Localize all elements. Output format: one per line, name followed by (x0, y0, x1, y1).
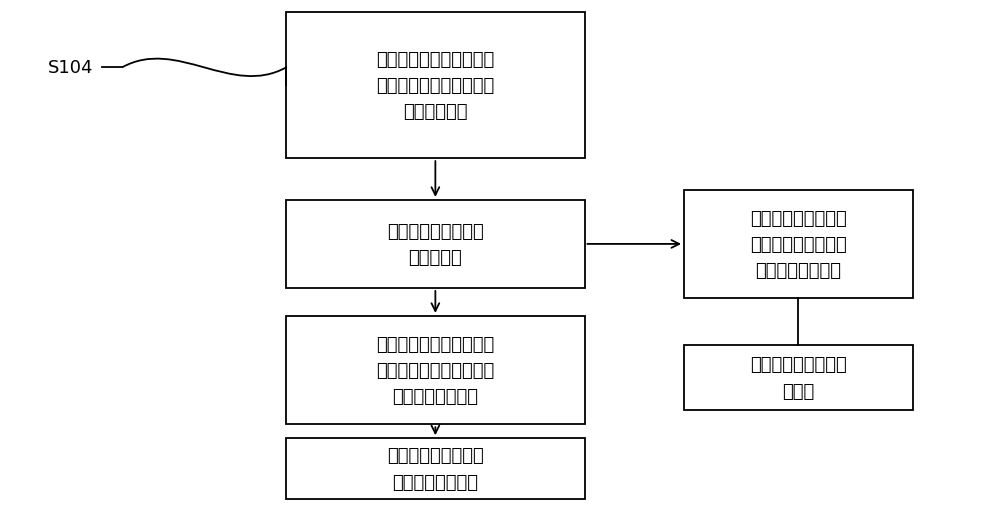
Bar (286, 201, 585, 289)
Bar (684, 190, 913, 299)
Bar (286, 438, 585, 499)
Text: 继续执行局部位置压
下率智能调整步骤: 继续执行局部位置压 下率智能调整步骤 (387, 446, 484, 491)
Bar (286, 13, 585, 159)
Bar (286, 316, 585, 425)
Bar (684, 345, 913, 411)
Text: 若各个传感器的差异
小说明来料钢坯表面
温度均匀直接放过: 若各个传感器的差异 小说明来料钢坯表面 温度均匀直接放过 (750, 209, 847, 280)
Text: S104: S104 (48, 59, 93, 77)
Text: 锁定差异较大的那个光纤
传感器并将其数值经调制
器转换为温度数值: 锁定差异较大的那个光纤 传感器并将其数值经调制 器转换为温度数值 (376, 335, 494, 406)
Text: 在轧机后出料位置放置三
个光纤传感器再次对表面
温度进行监测: 在轧机后出料位置放置三 个光纤传感器再次对表面 温度进行监测 (376, 50, 494, 121)
Text: 通知轧机的压下恢复
正常值: 通知轧机的压下恢复 正常值 (750, 356, 847, 400)
Text: 每个传感器的检测数
据进行对比: 每个传感器的检测数 据进行对比 (387, 222, 484, 267)
